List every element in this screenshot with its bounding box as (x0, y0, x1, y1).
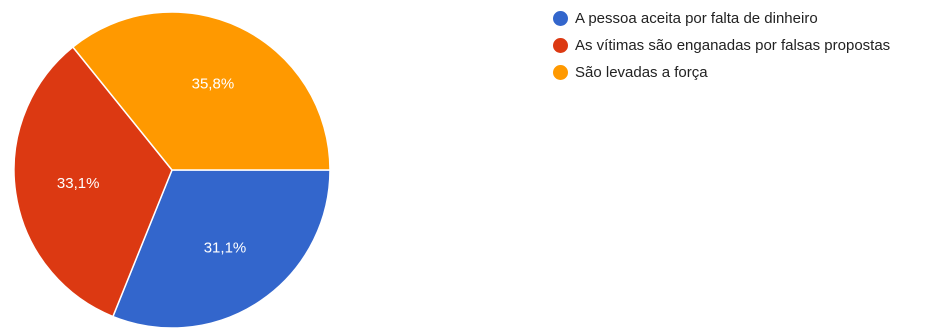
legend-swatch (553, 38, 568, 53)
pie-slice[interactable] (111, 169, 331, 329)
legend-label: As vítimas são enganadas por falsas prop… (575, 37, 891, 54)
slice-value-label: 33,1% (57, 175, 100, 192)
legend: A pessoa aceita por falta de dinheiro As… (553, 8, 937, 89)
legend-label: São levadas a força (575, 64, 708, 81)
legend-item-falsas-propostas[interactable]: As vítimas são enganadas por falsas prop… (553, 35, 937, 56)
slice-value-label: 31,1% (204, 240, 247, 257)
legend-swatch (553, 11, 568, 26)
pie-slice[interactable] (13, 45, 173, 318)
legend-item-falta-de-dinheiro[interactable]: A pessoa aceita por falta de dinheiro (553, 8, 937, 29)
pie-slice[interactable] (71, 11, 331, 171)
slice-value-label: 35,8% (192, 75, 235, 92)
legend-label: A pessoa aceita por falta de dinheiro (575, 10, 818, 27)
legend-swatch (553, 65, 568, 80)
legend-item-levadas-a-forca[interactable]: São levadas a força (553, 62, 937, 83)
